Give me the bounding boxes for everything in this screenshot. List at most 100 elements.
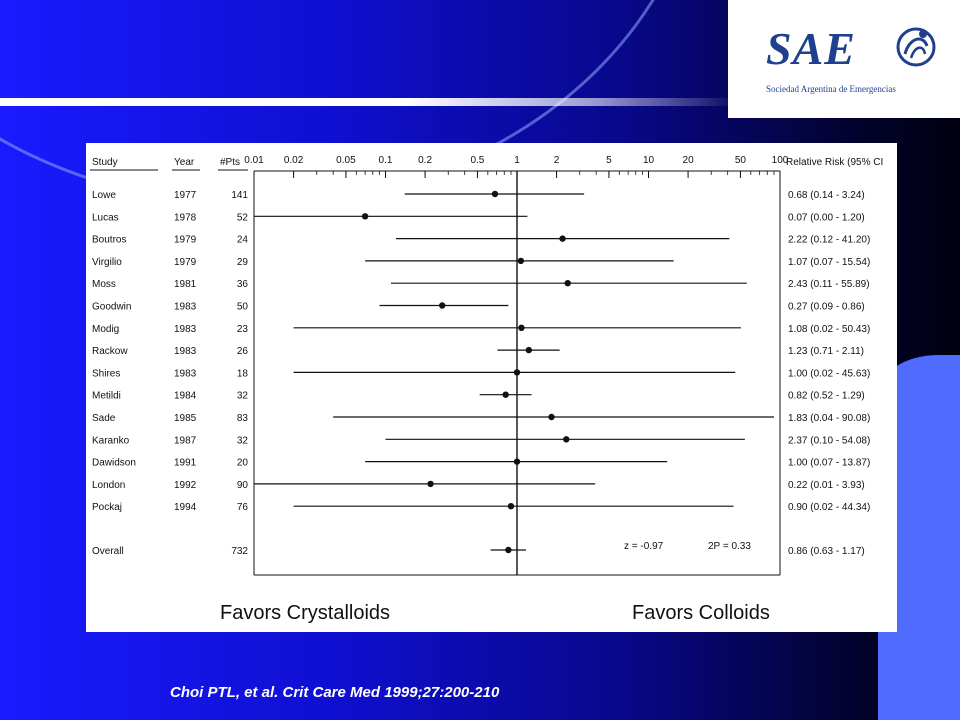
tick-label: 0.5	[470, 155, 484, 166]
study-row-rr-label: 0.68 (0.14 - 3.24)	[788, 190, 865, 201]
overall-row-pts-label: 732	[231, 546, 248, 557]
study-row-point	[563, 436, 570, 443]
study-row-pts-label: 23	[237, 324, 249, 335]
study-row-pts-label: 32	[237, 391, 249, 402]
study-row-pts-label: 52	[237, 212, 249, 223]
study-row-pts-label: 24	[237, 235, 249, 246]
study-row-year-label: 1978	[174, 212, 197, 223]
study-row-pts-label: 20	[237, 458, 249, 469]
study-row-rr-label: 2.22 (0.12 - 41.20)	[788, 235, 870, 246]
header-relative-risk: Relative Risk (95% CI	[786, 157, 883, 168]
study-row-rr-label: 1.07 (0.07 - 15.54)	[788, 257, 870, 268]
study-row-rr-label: 1.00 (0.02 - 45.63)	[788, 368, 870, 379]
study-row-point	[548, 413, 555, 421]
study-row-rr-label: 1.00 (0.07 - 13.87)	[788, 458, 870, 469]
tick-label: 0.05	[336, 155, 356, 166]
study-row-year-label: 1987	[174, 435, 197, 446]
forest-plot: Study Year #Pts Relative Risk (95% CI 0.01 0.…	[86, 143, 897, 632]
study-row-point	[502, 391, 509, 398]
favors-right-label: Favors Colloids	[632, 602, 770, 624]
study-row-pts-label: 36	[237, 279, 249, 290]
study-row-pts-label: 50	[237, 302, 249, 313]
study-row-rr-label: 2.43 (0.11 - 55.89)	[788, 279, 870, 290]
sae-swirl-logo-icon	[896, 27, 936, 67]
study-row-year-label: 1983	[174, 368, 197, 379]
study-row-point	[564, 280, 571, 287]
study-row-study-label: Dawidson	[92, 458, 136, 469]
study-row-study-label: Virgilio	[92, 257, 122, 268]
study-row-study-label: Metildi	[92, 391, 121, 402]
study-row-point	[491, 190, 499, 198]
study-row-rr-label: 0.07 (0.00 - 1.20)	[788, 212, 865, 223]
favors-left-label: Favors Crystalloids	[220, 602, 390, 624]
study-row-study-label: London	[92, 480, 125, 491]
overall-row-point	[505, 546, 512, 554]
study-row-study-label: Pockaj	[92, 502, 122, 513]
study-row-point	[439, 302, 446, 309]
sae-logo: SAE Sociedad Argentina de Emergencias	[728, 0, 960, 118]
stat-p: 2P = 0.33	[708, 541, 751, 552]
study-row-point	[513, 369, 521, 376]
citation: Choi PTL, et al. Crit Care Med 1999;27:2…	[170, 684, 500, 701]
study-row-study-label: Moss	[92, 279, 116, 290]
study-row-year-label: 1977	[174, 190, 197, 201]
study-row-year-label: 1984	[174, 391, 197, 402]
study-row-year-label: 1983	[174, 302, 197, 313]
study-row-study-label: Lowe	[92, 190, 116, 201]
header-study: Study	[92, 157, 118, 168]
study-row-year-label: 1979	[174, 235, 197, 246]
study-row-study-label: Rackow	[92, 346, 128, 357]
tick-label: 100	[772, 155, 789, 166]
tick-label: 20	[683, 155, 695, 166]
study-row-year-label: 1992	[174, 480, 197, 491]
study-row-point	[518, 324, 525, 331]
study-row-rr-label: 0.27 (0.09 - 0.86)	[788, 302, 865, 313]
overall-row-rr-label: 0.86 (0.63 - 1.17)	[788, 546, 865, 557]
study-row-study-label: Shires	[92, 368, 120, 379]
study-row-pts-label: 18	[237, 368, 249, 379]
tick-label: 5	[606, 155, 612, 166]
study-row-study-label: Karanko	[92, 435, 130, 446]
tick-label: 0.2	[418, 155, 432, 166]
study-row-rr-label: 0.90 (0.02 - 44.34)	[788, 502, 870, 513]
tick-label: 0.1	[379, 155, 393, 166]
header-pts: #Pts	[220, 157, 240, 168]
study-row-point	[517, 257, 525, 265]
study-row-point	[559, 235, 566, 242]
study-row-rr-label: 2.37 (0.10 - 54.08)	[788, 435, 870, 446]
stat-z: z = -0.97	[624, 541, 664, 552]
study-row-year-label: 1994	[174, 502, 197, 513]
study-row-rr-label: 1.08 (0.02 - 50.43)	[788, 324, 870, 335]
study-row-year-label: 1981	[174, 279, 197, 290]
study-row-rr-label: 0.82 (0.52 - 1.29)	[788, 391, 865, 402]
study-row-pts-label: 76	[237, 502, 249, 513]
study-row-point	[507, 503, 515, 510]
tick-label: 2	[554, 155, 560, 166]
tick-label: 10	[643, 155, 655, 166]
study-row-year-label: 1991	[174, 458, 197, 469]
study-row-study-label: Boutros	[92, 235, 126, 246]
tick-label: 50	[735, 155, 747, 166]
study-row-point	[525, 346, 533, 354]
logo-text: SAE	[766, 23, 856, 74]
study-row-study-label: Sade	[92, 413, 116, 424]
study-row-study-label: Goodwin	[92, 302, 131, 313]
title-underline-bar	[0, 98, 740, 106]
study-row-pts-label: 32	[237, 435, 249, 446]
study-row-year-label: 1983	[174, 324, 197, 335]
study-row-year-label: 1985	[174, 413, 197, 424]
study-row-point	[361, 213, 369, 220]
study-row-year-label: 1979	[174, 257, 197, 268]
study-row-study-label: Lucas	[92, 212, 119, 223]
study-row-rr-label: 1.83 (0.04 - 90.08)	[788, 413, 870, 424]
forest-plot-svg: Study Year #Pts Relative Risk (95% CI 0.01 0.…	[90, 155, 883, 624]
logo-subtitle: Sociedad Argentina de Emergencias	[766, 84, 896, 94]
tick-label: 0.01	[244, 155, 264, 166]
tick-label: 0.02	[284, 155, 304, 166]
study-row-pts-label: 26	[237, 346, 249, 357]
study-row-pts-label: 29	[237, 257, 249, 268]
study-row-rr-label: 0.22 (0.01 - 3.93)	[788, 480, 865, 491]
study-row-rr-label: 1.23 (0.71 - 2.11)	[788, 346, 864, 357]
overall-row-study-label: Overall	[92, 546, 124, 557]
